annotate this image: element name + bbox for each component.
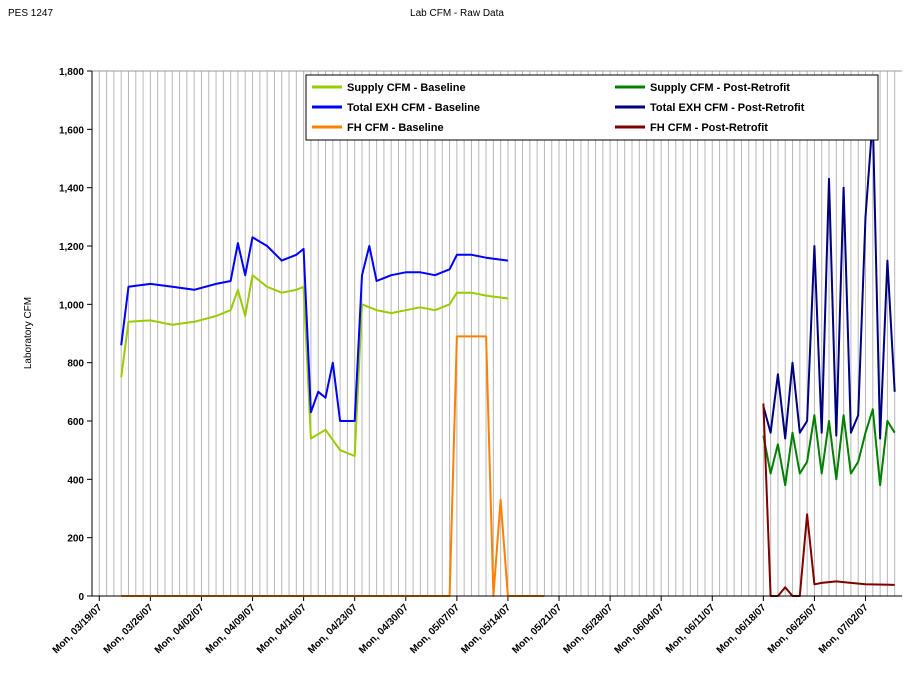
page-code: PES 1247 <box>8 8 53 19</box>
y-tick-label: 600 <box>67 417 84 428</box>
x-tick-label: Mon, 04/02/07 <box>153 602 207 656</box>
y-tick-label: 1,400 <box>59 184 84 195</box>
x-tick-label: Mon, 05/28/07 <box>561 602 615 656</box>
x-tick-label: Mon, 06/11/07 <box>664 602 718 656</box>
y-tick-label: 400 <box>67 475 84 486</box>
series-line <box>120 274 509 457</box>
x-tick-label: Mon, 04/23/07 <box>306 602 360 656</box>
y-tick-label: 800 <box>67 359 84 370</box>
legend-label: Supply CFM - Baseline <box>347 82 466 94</box>
x-tick-label: Mon, 04/16/07 <box>255 602 309 656</box>
legend-box <box>305 74 879 141</box>
y-tick-label: 0 <box>78 592 84 603</box>
x-tick-label: Mon, 03/19/07 <box>51 602 105 656</box>
y-tick-label: 1,200 <box>59 242 84 253</box>
y-tick-label: 1,600 <box>59 125 84 136</box>
series-line <box>762 408 896 487</box>
legend-label: FH CFM - Baseline <box>347 122 444 134</box>
legend-label: Total EXH CFM - Post-Retrofit <box>650 102 805 114</box>
legend: Supply CFM - Baseline Supply CFM - Post-R… <box>305 74 879 141</box>
x-tick-label: Mon, 06/04/07 <box>613 602 667 656</box>
x-tick-label: Mon, 06/18/07 <box>715 602 769 656</box>
y-tick-label: 200 <box>67 534 84 545</box>
y-tick-label: 1,800 <box>59 67 84 78</box>
legend-label: Supply CFM - Post-Retrofit <box>650 82 790 94</box>
x-tick-label: Mon, 04/30/07 <box>357 602 411 656</box>
y-tick-label: 1,000 <box>59 300 84 311</box>
x-tick-label: Mon, 05/07/07 <box>408 602 462 656</box>
x-tick-label: Mon, 05/14/07 <box>459 602 513 656</box>
legend-label: FH CFM - Post-Retrofit <box>650 122 768 134</box>
series-line <box>120 236 509 422</box>
chart-title: Lab CFM - Raw Data <box>410 8 504 19</box>
legend-label: Total EXH CFM - Baseline <box>347 102 480 114</box>
x-tick-label: Mon, 06/25/07 <box>766 602 820 656</box>
y-axis-label: Laboratory CFM <box>23 297 34 369</box>
x-tick-label: Mon, 07/02/07 <box>817 602 871 656</box>
x-tick-label: Mon, 04/09/07 <box>204 602 258 656</box>
x-tick-label: Mon, 05/21/07 <box>510 602 564 656</box>
series-line <box>121 335 545 597</box>
x-tick-label: Mon, 03/26/07 <box>102 602 156 656</box>
